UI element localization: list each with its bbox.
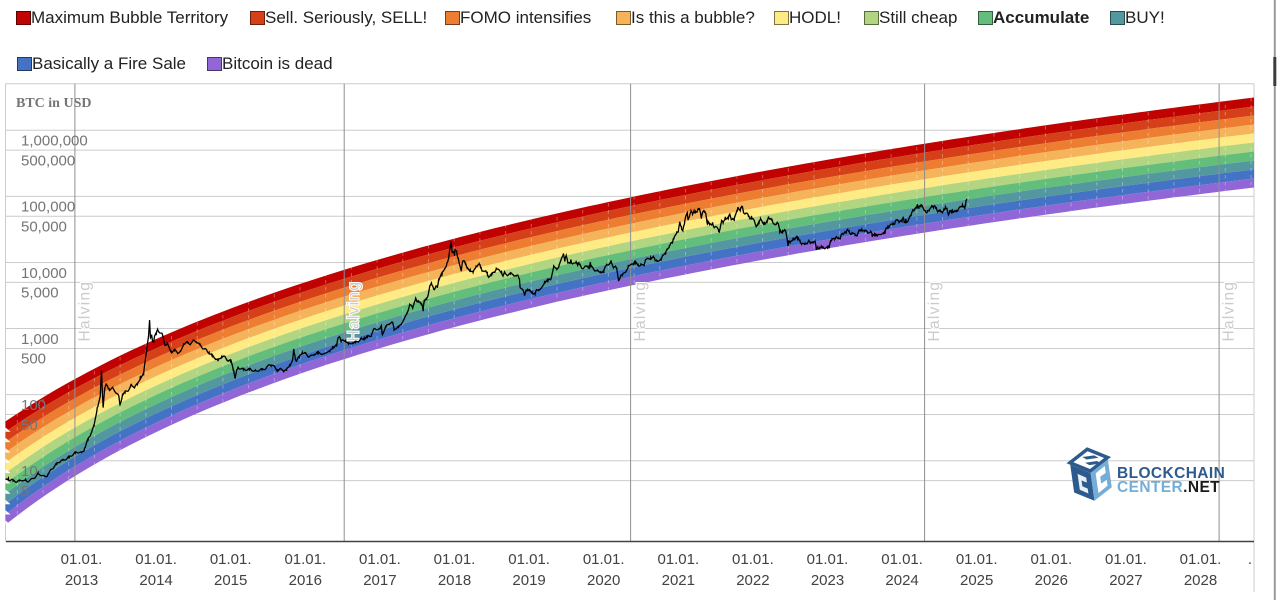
svg-text:01.01.: 01.01. bbox=[1180, 551, 1222, 568]
svg-text:01.01.: 01.01. bbox=[583, 551, 625, 568]
svg-text:01.01.: 01.01. bbox=[284, 551, 326, 568]
svg-text:Halving: Halving bbox=[76, 281, 93, 342]
svg-text:Halving: Halving bbox=[632, 281, 649, 342]
svg-text:Halving: Halving bbox=[346, 281, 363, 342]
svg-text:2021: 2021 bbox=[662, 572, 695, 589]
svg-text:2018: 2018 bbox=[438, 572, 471, 589]
svg-text:2017: 2017 bbox=[363, 572, 396, 589]
svg-text:1,000,000: 1,000,000 bbox=[21, 133, 88, 150]
svg-text:BLOCKCHAIN: BLOCKCHAIN bbox=[1117, 465, 1225, 482]
svg-text:01.01.: 01.01. bbox=[1030, 551, 1072, 568]
svg-text:2013: 2013 bbox=[65, 572, 98, 589]
svg-text:1,000: 1,000 bbox=[21, 331, 59, 348]
svg-text:50,000: 50,000 bbox=[21, 219, 67, 236]
svg-text:Halving: Halving bbox=[1221, 281, 1238, 342]
svg-text:2022: 2022 bbox=[736, 572, 769, 589]
svg-text:2026: 2026 bbox=[1035, 572, 1068, 589]
svg-text:01.01.: 01.01. bbox=[1105, 551, 1147, 568]
svg-text:2020: 2020 bbox=[587, 572, 620, 589]
svg-text:50: 50 bbox=[21, 417, 38, 434]
svg-text:2023: 2023 bbox=[811, 572, 844, 589]
svg-text:01.01.: 01.01. bbox=[657, 551, 699, 568]
svg-text:2027: 2027 bbox=[1109, 572, 1142, 589]
svg-text:BTC in USD: BTC in USD bbox=[16, 96, 91, 111]
svg-text:2024: 2024 bbox=[885, 572, 918, 589]
svg-text:01.01.: 01.01. bbox=[732, 551, 774, 568]
svg-text:100,000: 100,000 bbox=[21, 199, 75, 216]
svg-text:01.01.: 01.01. bbox=[135, 551, 177, 568]
svg-text:10,000: 10,000 bbox=[21, 265, 67, 282]
svg-text:2019: 2019 bbox=[512, 572, 545, 589]
svg-text:5,000: 5,000 bbox=[21, 285, 59, 302]
svg-text:CENTER.NET: CENTER.NET bbox=[1117, 479, 1220, 496]
svg-text:2028: 2028 bbox=[1184, 572, 1217, 589]
svg-text:01.01.: 01.01. bbox=[210, 551, 252, 568]
svg-text:01.01.: 01.01. bbox=[434, 551, 476, 568]
svg-text:100: 100 bbox=[21, 397, 46, 414]
svg-text:2015: 2015 bbox=[214, 572, 247, 589]
svg-text:500: 500 bbox=[21, 351, 46, 368]
svg-text:01.01.: 01.01. bbox=[807, 551, 849, 568]
svg-text:2025: 2025 bbox=[960, 572, 993, 589]
svg-text:01.01.: 01.01. bbox=[61, 551, 103, 568]
svg-text:2016: 2016 bbox=[289, 572, 322, 589]
svg-text:Halving: Halving bbox=[926, 281, 943, 342]
svg-text:01.01.: 01.01. bbox=[956, 551, 998, 568]
svg-text:.: . bbox=[1248, 551, 1252, 568]
svg-text:5: 5 bbox=[21, 483, 29, 500]
svg-text:10: 10 bbox=[21, 463, 38, 480]
svg-text:2014: 2014 bbox=[139, 572, 172, 589]
svg-text:500,000: 500,000 bbox=[21, 152, 75, 169]
svg-text:01.01.: 01.01. bbox=[881, 551, 923, 568]
svg-text:01.01.: 01.01. bbox=[508, 551, 550, 568]
svg-text:01.01.: 01.01. bbox=[359, 551, 401, 568]
